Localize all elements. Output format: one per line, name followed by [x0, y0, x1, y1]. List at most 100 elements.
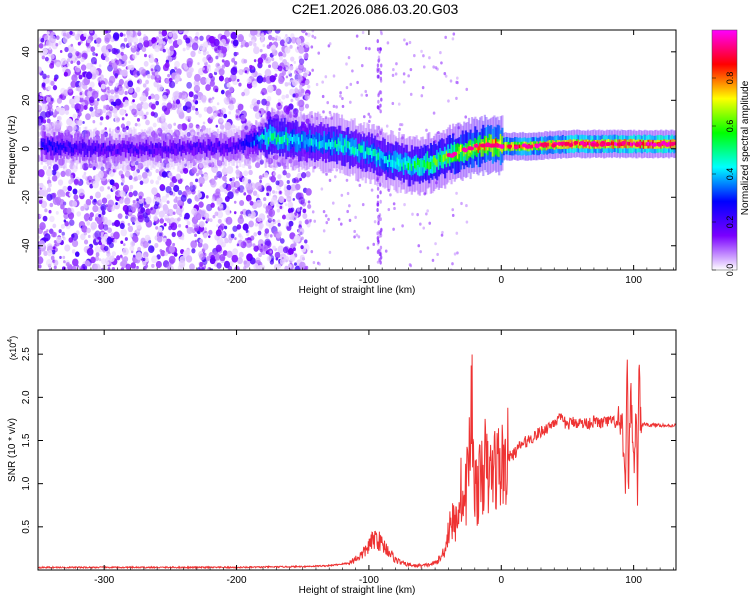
noise-dot	[397, 102, 401, 106]
noise-dot	[265, 157, 272, 165]
y-tick-label: 20	[21, 94, 32, 106]
noise-dot	[241, 69, 245, 73]
signal-band-segment	[215, 137, 218, 150]
signal-band-segment	[226, 144, 229, 149]
noise-dot	[267, 205, 271, 209]
noise-dot	[260, 117, 266, 124]
noise-dot	[174, 60, 180, 68]
noise-dot	[240, 44, 244, 48]
noise-dot	[53, 112, 56, 116]
signal-band-segment	[625, 141, 628, 146]
noise-dot	[379, 70, 383, 75]
signal-band-segment	[142, 145, 145, 151]
noise-dot	[117, 87, 125, 96]
noise-dot	[266, 192, 270, 197]
noise-dot	[50, 65, 54, 69]
signal-band-segment	[183, 146, 186, 151]
signal-band-segment	[629, 142, 633, 146]
noise-dot	[380, 97, 383, 102]
noise-dot	[53, 259, 59, 266]
noise-dot	[48, 47, 52, 51]
signal-band-segment	[405, 161, 409, 169]
noise-dot	[201, 125, 206, 131]
noise-dot	[70, 174, 74, 179]
signal-band-segment	[644, 142, 647, 147]
signal-band-segment	[337, 139, 340, 147]
x-tick-label: 0	[498, 275, 504, 286]
noise-dot	[80, 233, 86, 241]
noise-dot	[294, 92, 299, 98]
noise-dot	[244, 70, 248, 74]
noise-dot	[158, 210, 165, 218]
noise-dot	[67, 52, 73, 59]
noise-dot	[159, 248, 163, 253]
noise-dot	[226, 130, 234, 139]
noise-dot	[252, 190, 258, 196]
noise-dot	[74, 65, 81, 73]
noise-dot	[360, 93, 364, 97]
noise-dot	[422, 65, 426, 69]
noise-dot	[271, 61, 279, 70]
noise-dot	[177, 123, 183, 130]
noise-dot	[379, 199, 382, 204]
noise-dot	[109, 179, 115, 186]
signal-band-segment	[483, 143, 487, 151]
noise-dot	[66, 63, 70, 67]
signal-band-segment	[58, 131, 61, 156]
signal-band-segment	[197, 139, 201, 151]
noise-dot	[188, 122, 194, 129]
noise-dot	[217, 218, 222, 224]
noise-dot	[173, 184, 180, 193]
noise-dot	[299, 177, 302, 182]
noise-dot	[46, 243, 53, 251]
noise-dot	[221, 64, 226, 69]
noise-dot	[422, 54, 425, 58]
noise-dot	[260, 37, 265, 42]
noise-dot	[256, 194, 260, 198]
noise-dot	[115, 98, 122, 106]
signal-band-segment	[155, 142, 158, 148]
signal-band-segment	[533, 143, 536, 148]
signal-band-segment	[240, 141, 243, 147]
noise-dot	[236, 78, 240, 82]
noise-dot	[380, 227, 383, 232]
noise-dot	[287, 263, 292, 269]
signal-band-segment	[450, 155, 453, 163]
noise-dot	[148, 245, 155, 253]
noise-dot	[88, 179, 92, 183]
noise-dot	[108, 129, 112, 133]
noise-dot	[379, 30, 383, 34]
signal-band-segment	[302, 136, 305, 144]
noise-dot	[126, 120, 131, 127]
noise-dot	[304, 114, 309, 120]
noise-dot	[186, 69, 193, 77]
signal-band-segment	[196, 142, 199, 155]
noise-dot	[241, 177, 249, 185]
noise-dot	[198, 176, 205, 185]
noise-dot	[287, 213, 292, 218]
noise-dot	[66, 207, 72, 214]
signal-band-segment	[159, 143, 162, 148]
signal-band-segment	[250, 141, 253, 147]
signal-band-segment	[388, 154, 391, 163]
noise-dot	[50, 54, 55, 60]
noise-dot	[154, 64, 161, 73]
noise-dot	[187, 57, 194, 66]
noise-dot	[305, 188, 312, 196]
noise-dot	[276, 161, 280, 165]
noise-dot	[130, 240, 136, 247]
noise-dot	[233, 200, 237, 204]
noise-dot	[68, 192, 72, 197]
noise-dot	[69, 30, 73, 35]
noise-dot	[141, 46, 147, 53]
snr-y-multiplier-base: (x10	[8, 343, 18, 361]
noise-dot	[449, 79, 453, 83]
noise-dot	[195, 178, 199, 183]
noise-dot	[92, 166, 96, 171]
noise-dot	[216, 224, 219, 228]
signal-band-segment	[93, 148, 96, 154]
noise-dot	[241, 91, 245, 97]
signal-band-segment	[367, 146, 371, 164]
noise-dot	[86, 38, 91, 44]
signal-band-segment	[494, 138, 498, 146]
